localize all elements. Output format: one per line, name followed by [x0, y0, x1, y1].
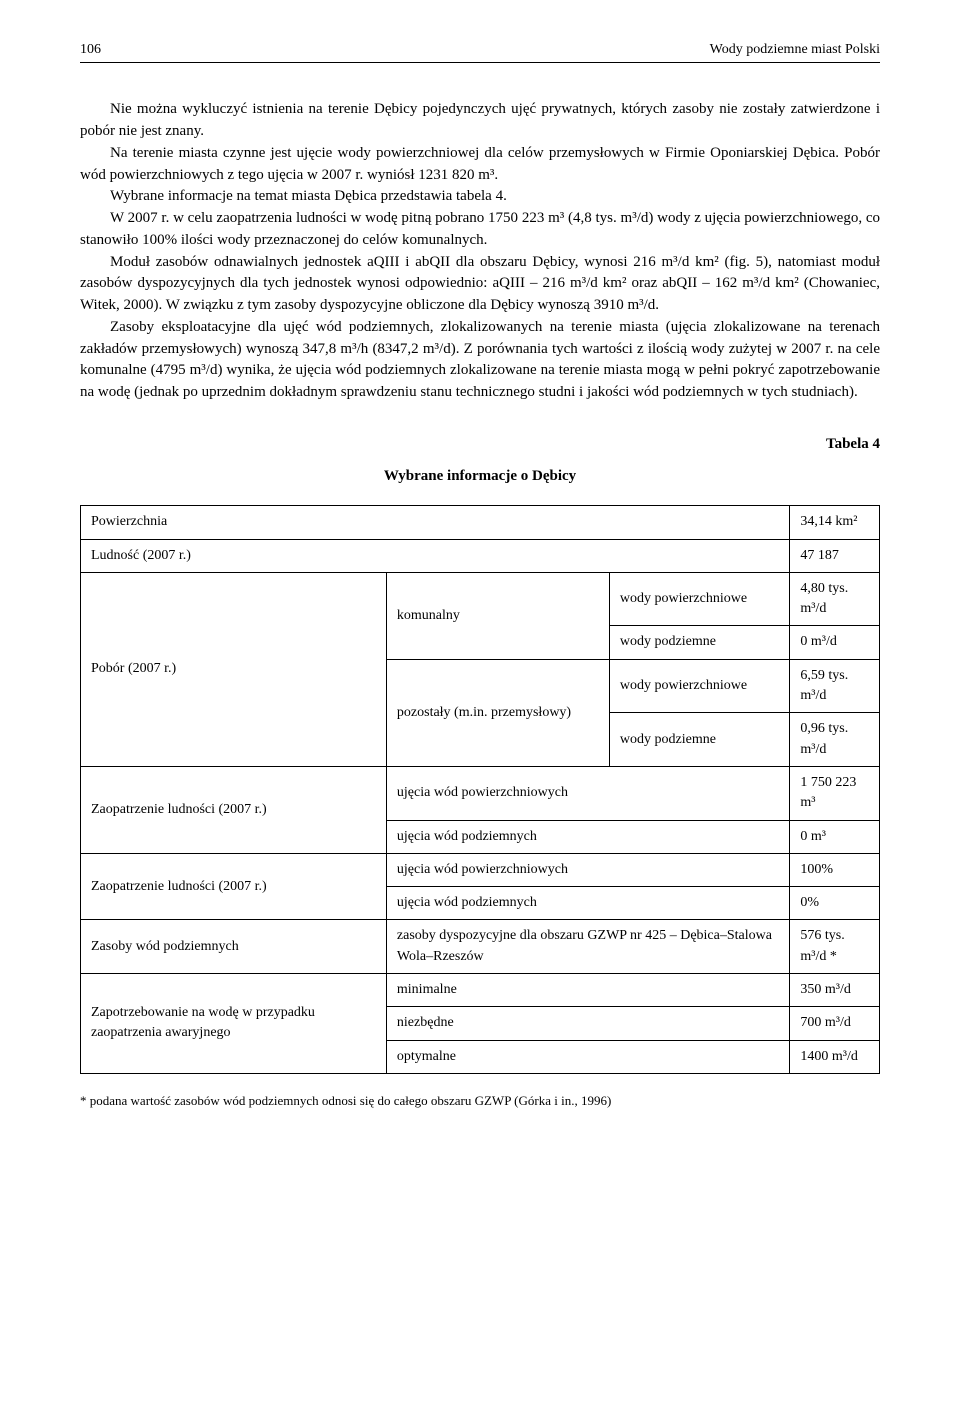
cell-value: 700 m³/d [790, 1007, 880, 1040]
cell-label: ujęcia wód podziemnych [386, 887, 789, 920]
cell-label: Ludność (2007 r.) [81, 539, 790, 572]
cell-label: wody powierzchniowe [609, 659, 789, 713]
cell-value: 0 m³/d [790, 626, 880, 659]
cell-label: niezbędne [386, 1007, 789, 1040]
table-row: Powierzchnia 34,14 km² [81, 506, 880, 539]
cell-label: wody podziemne [609, 713, 789, 767]
cell-label: optymalne [386, 1040, 789, 1073]
cell-label: minimalne [386, 974, 789, 1007]
cell-value: 100% [790, 853, 880, 886]
cell-value: 350 m³/d [790, 974, 880, 1007]
cell-value: 576 tys. m³/d * [790, 920, 880, 974]
cell-value: 0,96 tys. m³/d [790, 713, 880, 767]
cell-label: Powierzchnia [81, 506, 790, 539]
paragraph: Moduł zasobów odnawialnych jednostek aQI… [80, 252, 880, 317]
cell-value: 0% [790, 887, 880, 920]
table-row: Zasoby wód podziemnych zasoby dyspozycyj… [81, 920, 880, 974]
cell-value: 1 750 223 m³ [790, 766, 880, 820]
cell-label: wody podziemne [609, 626, 789, 659]
body-text: Nie można wykluczyć istnienia na terenie… [80, 99, 880, 404]
page-header: 106 Wody podziemne miast Polski [80, 40, 880, 63]
cell-label: Zaopatrzenie ludności (2007 r.) [81, 853, 387, 920]
cell-label: pozostały (m.in. przemysłowy) [386, 659, 609, 766]
section-title: Wody podziemne miast Polski [710, 40, 880, 60]
cell-value: 6,59 tys. m³/d [790, 659, 880, 713]
paragraph: Na terenie miasta czynne jest ujęcie wod… [80, 143, 880, 187]
cell-value: 34,14 km² [790, 506, 880, 539]
table-row: Zaopatrzenie ludności (2007 r.) ujęcia w… [81, 853, 880, 886]
cell-label: komunalny [386, 572, 609, 659]
cell-label: zasoby dyspozycyjne dla obszaru GZWP nr … [386, 920, 789, 974]
table-label: Tabela 4 [80, 434, 880, 456]
paragraph: Wybrane informacje na temat miasta Dębic… [80, 186, 880, 208]
cell-label: Pobór (2007 r.) [81, 572, 387, 766]
info-table: Powierzchnia 34,14 km² Ludność (2007 r.)… [80, 505, 880, 1074]
table-row: Pobór (2007 r.) komunalny wody powierzch… [81, 572, 880, 626]
cell-value: 4,80 tys. m³/d [790, 572, 880, 626]
table-row: Zapotrzebowanie na wodę w przypadku zaop… [81, 974, 880, 1007]
cell-label: Zapotrzebowanie na wodę w przypadku zaop… [81, 974, 387, 1074]
paragraph: Nie można wykluczyć istnienia na terenie… [80, 99, 880, 143]
table-footnote: * podana wartość zasobów wód podziemnych… [80, 1092, 880, 1111]
table-title: Wybrane informacje o Dębicy [80, 466, 880, 488]
cell-value: 47 187 [790, 539, 880, 572]
cell-label: ujęcia wód powierzchniowych [386, 853, 789, 886]
cell-label: wody powierzchniowe [609, 572, 789, 626]
cell-label: Zaopatrzenie ludności (2007 r.) [81, 766, 387, 853]
page-number: 106 [80, 40, 101, 60]
paragraph: Zasoby eksploatacyjne dla ujęć wód podzi… [80, 317, 880, 404]
table-row: Zaopatrzenie ludności (2007 r.) ujęcia w… [81, 766, 880, 820]
cell-label: ujęcia wód powierzchniowych [386, 766, 789, 820]
paragraph: W 2007 r. w celu zaopatrzenia ludności w… [80, 208, 880, 252]
cell-label: ujęcia wód podziemnych [386, 820, 789, 853]
cell-value: 1400 m³/d [790, 1040, 880, 1073]
table-row: Ludność (2007 r.) 47 187 [81, 539, 880, 572]
cell-label: Zasoby wód podziemnych [81, 920, 387, 974]
cell-value: 0 m³ [790, 820, 880, 853]
